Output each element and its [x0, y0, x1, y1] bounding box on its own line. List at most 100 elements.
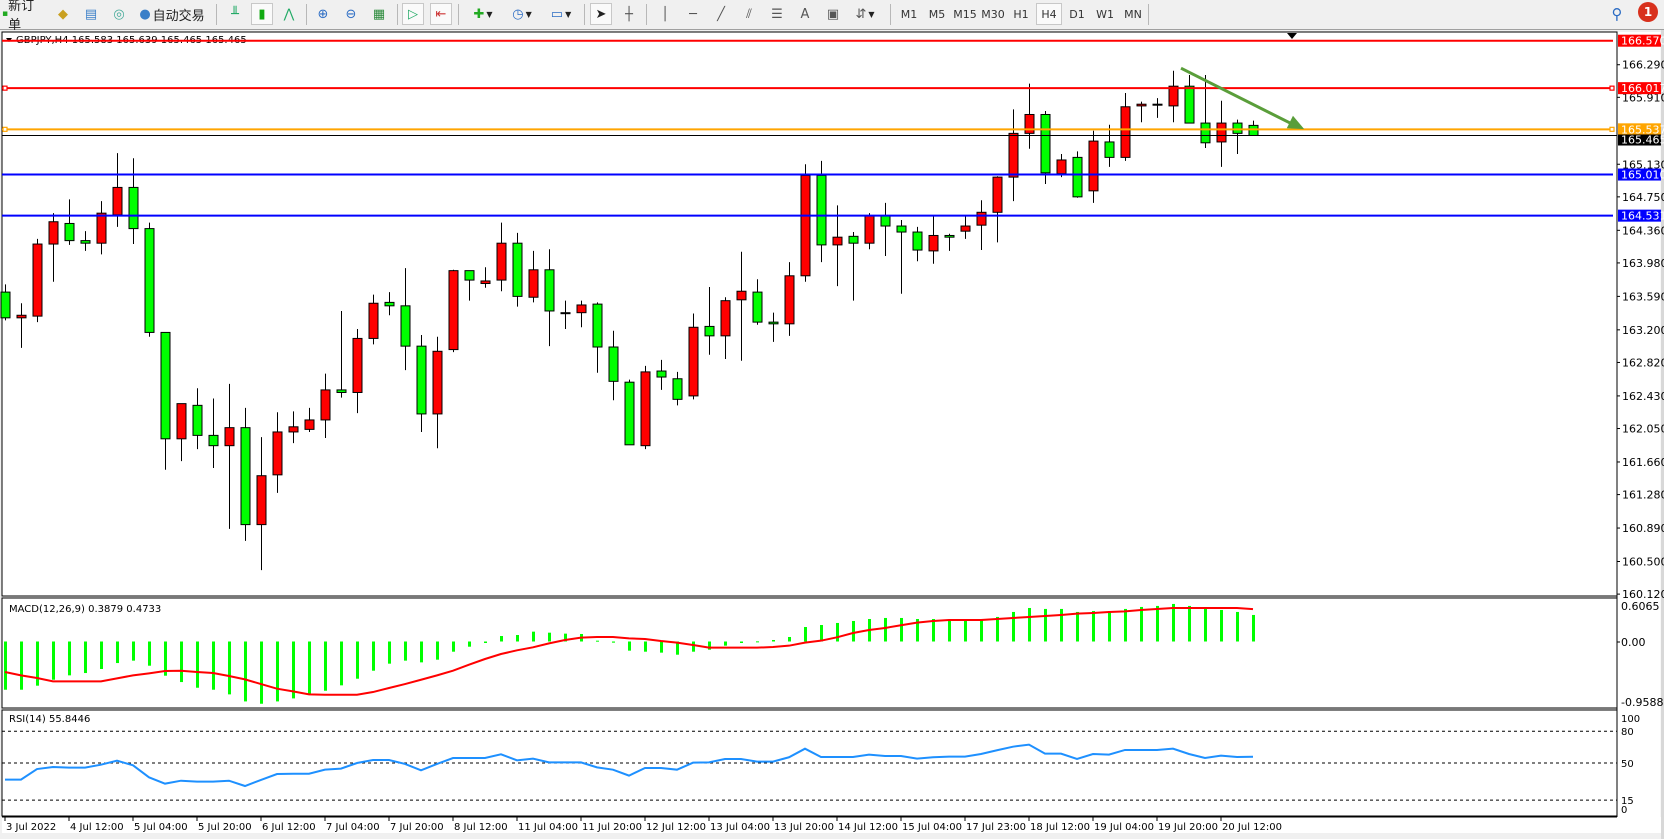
candle[interactable]: [160, 331, 171, 470]
candle[interactable]: [1152, 98, 1163, 118]
candle[interactable]: [240, 407, 251, 541]
candle[interactable]: [608, 330, 619, 401]
candle[interactable]: [1040, 111, 1051, 184]
candle[interactable]: [1136, 101, 1147, 123]
candle[interactable]: [464, 270, 475, 301]
timeframe-d1[interactable]: D1: [1069, 7, 1085, 21]
candle[interactable]: [192, 388, 203, 450]
candle[interactable]: [576, 300, 587, 328]
timeframe-m30[interactable]: M30: [981, 7, 1005, 21]
candle[interactable]: [800, 164, 811, 282]
candle[interactable]: [688, 313, 699, 400]
candle[interactable]: [1088, 130, 1099, 203]
candle[interactable]: [176, 403, 187, 462]
candle[interactable]: [1184, 75, 1195, 124]
candle[interactable]: [1008, 109, 1019, 202]
candle[interactable]: [512, 232, 523, 307]
equidistant-channel-button[interactable]: ⫽: [738, 3, 760, 25]
cursor-button[interactable]: ➤: [590, 3, 612, 25]
candle[interactable]: [992, 176, 1003, 243]
search-button[interactable]: ⚲: [1606, 3, 1628, 25]
templates-button[interactable]: ▭ ▼: [550, 6, 572, 22]
candle[interactable]: [976, 200, 987, 251]
candle[interactable]: [368, 294, 379, 345]
periods-button[interactable]: ◷ ▼: [512, 6, 532, 22]
notification-badge[interactable]: 1: [1638, 2, 1658, 22]
zoom-in-button[interactable]: ⊕: [312, 3, 334, 25]
candle[interactable]: [224, 383, 235, 529]
candle[interactable]: [944, 233, 955, 251]
candle[interactable]: [736, 251, 747, 361]
candle[interactable]: [304, 407, 315, 432]
candle[interactable]: [640, 365, 651, 450]
line-handle[interactable]: [2, 85, 8, 91]
candle[interactable]: [656, 359, 667, 390]
timeframe-m1[interactable]: M1: [900, 7, 918, 21]
new-order-button[interactable]: ▪ 新订单: [2, 0, 35, 33]
candle[interactable]: [96, 201, 107, 255]
candle[interactable]: [32, 238, 43, 323]
line-handle[interactable]: [1609, 85, 1615, 91]
candle[interactable]: [80, 231, 91, 251]
timeframe-w1[interactable]: W1: [1096, 7, 1114, 21]
candle[interactable]: [320, 373, 331, 438]
autoscroll-button[interactable]: ▷: [402, 3, 424, 25]
candle[interactable]: [496, 222, 507, 292]
candle[interactable]: [768, 312, 779, 342]
candle[interactable]: [1104, 124, 1115, 167]
candle[interactable]: [416, 334, 427, 432]
horizontal-line-button[interactable]: ─: [682, 3, 704, 25]
candle[interactable]: [1168, 70, 1179, 123]
timeframe-mn[interactable]: MN: [1124, 7, 1142, 21]
candle[interactable]: [64, 199, 75, 245]
candle[interactable]: [0, 284, 11, 321]
arrows-button[interactable]: ⇵ ▼: [855, 6, 875, 22]
candle[interactable]: [528, 250, 539, 303]
candle[interactable]: [208, 398, 219, 468]
chart-shift-button[interactable]: ⇤: [430, 3, 452, 25]
candle[interactable]: [384, 292, 395, 316]
candle[interactable]: [352, 328, 363, 414]
candle[interactable]: [432, 336, 443, 449]
trend-arrow-line[interactable]: [1180, 66, 1295, 127]
line-handle[interactable]: [2, 126, 8, 132]
crosshair-button[interactable]: ┼: [618, 3, 640, 25]
candle[interactable]: [48, 213, 59, 282]
navigator-button[interactable]: ▤: [80, 3, 102, 25]
zoom-out-button[interactable]: ⊖: [340, 3, 362, 25]
candle[interactable]: [480, 267, 491, 288]
chart-window[interactable]: 166.290 165.910 165.130 164.750 164.360 163.9…: [0, 30, 1664, 839]
fibonacci-button[interactable]: ☰: [766, 3, 788, 25]
chart-shift-marker-icon[interactable]: [1287, 33, 1297, 39]
candle[interactable]: [336, 310, 347, 398]
candle[interactable]: [1024, 83, 1035, 149]
candle[interactable]: [448, 269, 459, 353]
timeframe-m15[interactable]: M15: [953, 7, 977, 21]
market-watch-button[interactable]: ◆: [52, 3, 74, 25]
candle[interactable]: [288, 411, 299, 444]
candle[interactable]: [560, 300, 571, 329]
candle[interactable]: [592, 302, 603, 373]
candle[interactable]: [720, 297, 731, 360]
timeframe-m5[interactable]: M5: [928, 7, 946, 21]
candle[interactable]: [1120, 93, 1131, 161]
candle[interactable]: [1232, 119, 1243, 154]
tile-windows-button[interactable]: ▦: [368, 3, 390, 25]
text-button[interactable]: A: [794, 3, 816, 25]
candle[interactable]: [272, 412, 283, 493]
signals-button[interactable]: ◎: [108, 3, 130, 25]
auto-trading-button[interactable]: ● 自动交易: [139, 6, 205, 24]
line-chart-button[interactable]: ⋀: [278, 3, 300, 25]
candle[interactable]: [672, 371, 683, 406]
time-axis[interactable]: [2, 817, 1661, 833]
candle[interactable]: [848, 232, 859, 301]
candle[interactable]: [544, 249, 555, 347]
timeframe-h4[interactable]: H4: [1036, 3, 1062, 25]
candle[interactable]: [928, 215, 939, 264]
candlestick-button[interactable]: ▮: [251, 3, 273, 25]
trendline-button[interactable]: ╱: [710, 3, 732, 25]
candle[interactable]: [896, 220, 907, 294]
line-handle[interactable]: [1609, 126, 1615, 132]
candle[interactable]: [128, 158, 139, 245]
candle[interactable]: [704, 286, 715, 355]
